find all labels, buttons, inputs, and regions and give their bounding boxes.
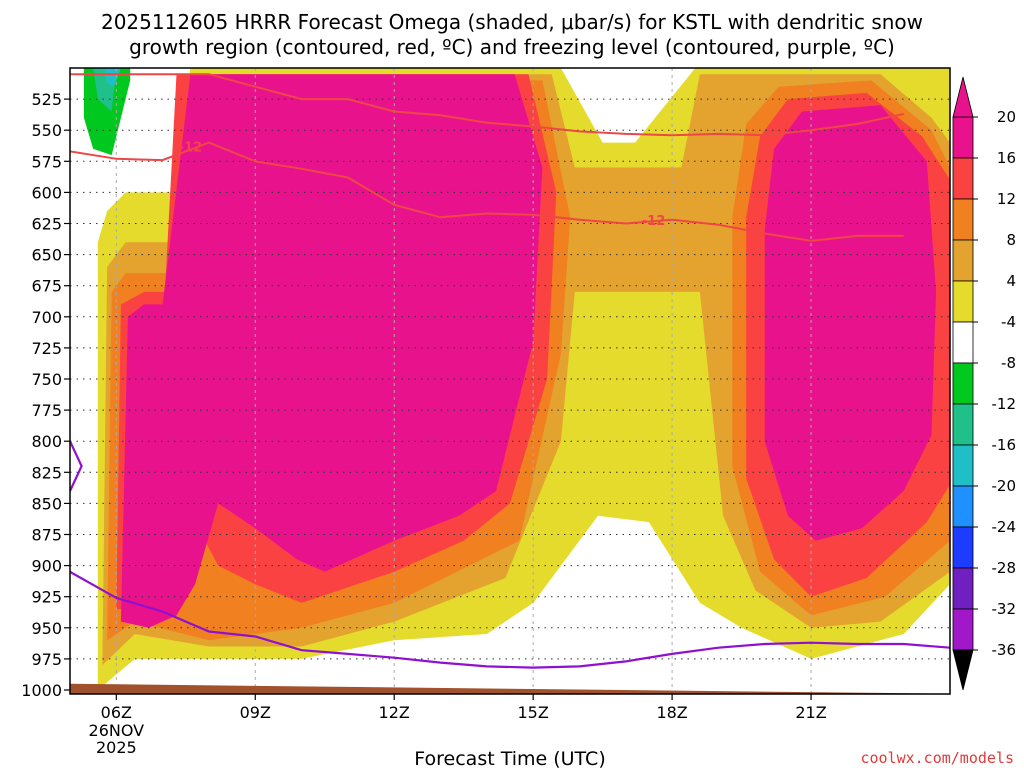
dendritic-contour-dendritic_upper bbox=[70, 73, 904, 137]
xtick-label-15Z: 15Z bbox=[517, 703, 548, 722]
colorbar-segment-1 bbox=[952, 157, 974, 200]
colorbar-label-5: -4 bbox=[1001, 313, 1016, 331]
colorbar-segment-7 bbox=[952, 403, 974, 446]
dendritic-contour-dendritic_lower bbox=[70, 141, 904, 242]
contour-label-1: -12 bbox=[642, 214, 666, 229]
ytick-label-700: 700 bbox=[31, 308, 62, 327]
xtick-label-06Z: 06Z bbox=[101, 703, 132, 722]
colorbar: 20 16 12 8 4 -4 -8 -12 -16 -20 -24 -28 -32 -36 bbox=[952, 76, 1017, 691]
freezing-level-line-freezing_level_upper bbox=[70, 440, 83, 492]
ytick-label-825: 825 bbox=[31, 463, 62, 482]
xtick-label-18Z: 18Z bbox=[656, 703, 687, 722]
terrain-layer bbox=[70, 683, 950, 694]
x-axis-label: Forecast Time (UTC) bbox=[414, 748, 605, 768]
colorbar-label-8: -16 bbox=[992, 436, 1017, 454]
colorbar-segment-9 bbox=[952, 485, 974, 528]
terrain-band bbox=[70, 683, 950, 694]
xtick-date-line-1: 2025 bbox=[96, 738, 137, 757]
colorbar-segment-11 bbox=[952, 567, 974, 610]
freezing-level-line-freezing_level bbox=[70, 570, 950, 669]
omega-region-7 bbox=[764, 105, 937, 541]
colorbar-label-6: -8 bbox=[1001, 354, 1016, 372]
ytick-label-800: 800 bbox=[31, 432, 62, 451]
colorbar-segment-4 bbox=[952, 280, 974, 323]
ytick-label-725: 725 bbox=[31, 339, 62, 358]
xtick-label-09Z: 09Z bbox=[240, 703, 271, 722]
ytick-label-900: 900 bbox=[31, 557, 62, 576]
xtick-label-12Z: 12Z bbox=[379, 703, 410, 722]
colorbar-label-4: 4 bbox=[1006, 272, 1016, 290]
colorbar-label-10: -24 bbox=[992, 518, 1017, 536]
y-axis: 525 550 575 600 625 650 675 700 725 750 775 800 825 8… bbox=[21, 90, 70, 700]
xtick-label-21Z: 21Z bbox=[795, 703, 826, 722]
contour-lines-layer bbox=[70, 73, 950, 669]
ytick-label-975: 975 bbox=[31, 650, 62, 669]
colorbar-label-3: 8 bbox=[1006, 231, 1016, 249]
colorbar-segment-6 bbox=[952, 362, 974, 405]
ytick-label-875: 875 bbox=[31, 526, 62, 545]
ytick-label-550: 550 bbox=[31, 121, 62, 140]
ytick-label-600: 600 bbox=[31, 183, 62, 202]
ytick-label-525: 525 bbox=[31, 90, 62, 109]
ytick-label-675: 675 bbox=[31, 277, 62, 296]
ytick-label-575: 575 bbox=[31, 152, 62, 171]
ytick-label-850: 850 bbox=[31, 494, 62, 513]
colorbar-label-11: -28 bbox=[992, 559, 1017, 577]
omega-shading-layer bbox=[83, 68, 950, 690]
ytick-label-950: 950 bbox=[31, 619, 62, 638]
colorbar-segment-5 bbox=[952, 321, 974, 364]
xtick-date-line-0: 26NOV bbox=[89, 721, 145, 740]
colorbar-segment-2 bbox=[952, 198, 974, 241]
colorbar-label-12: -32 bbox=[992, 600, 1017, 618]
ytick-label-775: 775 bbox=[31, 401, 62, 420]
colorbar-label-0: 20 bbox=[997, 108, 1016, 126]
plot-frame bbox=[69, 67, 951, 695]
ytick-label-650: 650 bbox=[31, 246, 62, 265]
colorbar-segment-0 bbox=[952, 116, 974, 159]
colorbar-label-1: 16 bbox=[997, 149, 1016, 167]
colorbar-segment-12 bbox=[952, 608, 974, 651]
colorbar-label-9: -20 bbox=[992, 477, 1017, 495]
colorbar-segment-3 bbox=[952, 239, 974, 282]
colorbar-under-triangle bbox=[952, 649, 974, 691]
contour-labels-layer: -12 -12 bbox=[179, 140, 666, 228]
colorbar-segment-10 bbox=[952, 526, 974, 569]
omega-region-6 bbox=[120, 74, 543, 628]
ytick-label-1000: 1000 bbox=[21, 681, 62, 700]
colorbar-label-7: -12 bbox=[992, 395, 1017, 413]
colorbar-label-2: 12 bbox=[997, 190, 1016, 208]
omega-region-11 bbox=[104, 68, 121, 87]
colorbar-label-13: -36 bbox=[992, 641, 1017, 659]
source-credit: coolwx.com/models bbox=[860, 749, 1014, 767]
chart-title-line2: growth region (contoured, red, ºC) and f… bbox=[129, 35, 895, 59]
ytick-label-625: 625 bbox=[31, 215, 62, 234]
chart-title-line1: 2025112605 HRRR Forecast Omega (shaded, … bbox=[101, 10, 923, 34]
colorbar-over-triangle bbox=[952, 76, 974, 118]
colorbar-segment-8 bbox=[952, 444, 974, 487]
omega-region-8 bbox=[83, 68, 131, 156]
contour-label-0: -12 bbox=[179, 140, 203, 155]
ytick-label-750: 750 bbox=[31, 370, 62, 389]
ytick-label-925: 925 bbox=[31, 588, 62, 607]
